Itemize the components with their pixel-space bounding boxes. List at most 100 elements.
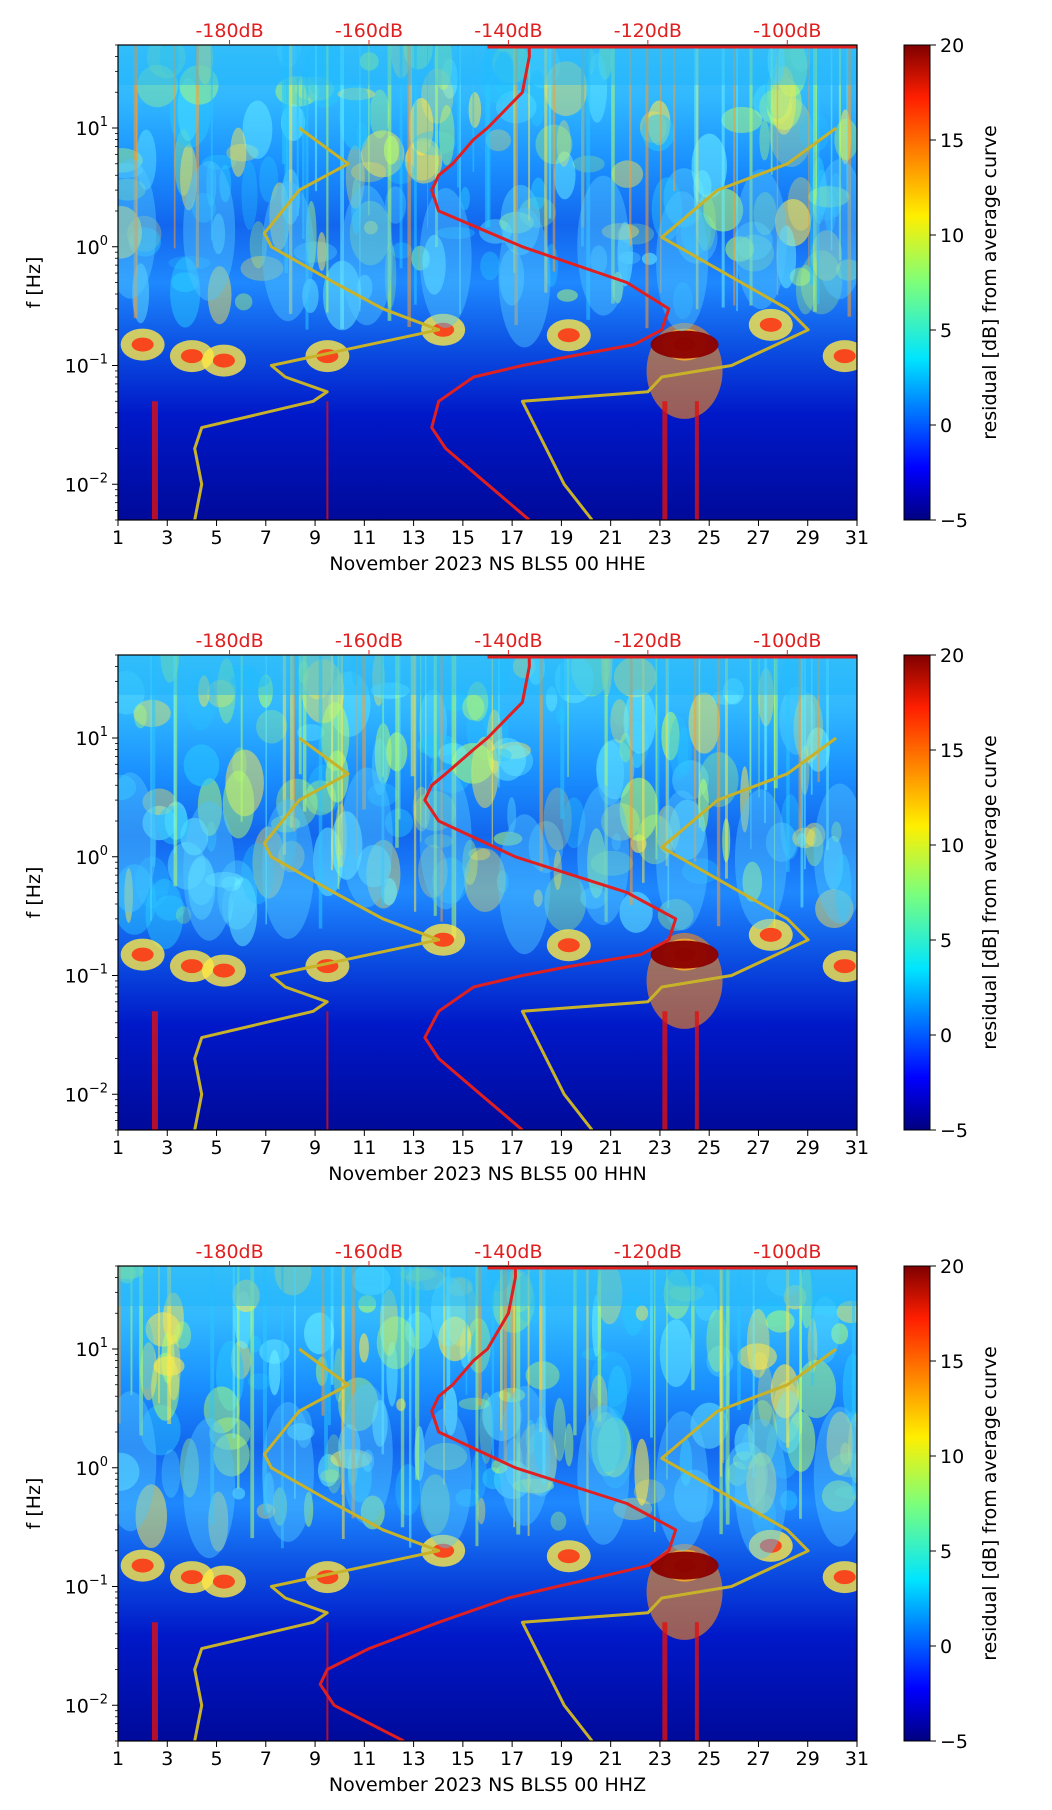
texture-blob xyxy=(725,236,755,262)
vertical-streak xyxy=(314,45,318,192)
plume xyxy=(656,1411,709,1552)
vertical-streak xyxy=(498,655,500,788)
texture-blob xyxy=(766,1266,804,1297)
texture-blob xyxy=(417,734,458,757)
colorbar-tick-label: 20 xyxy=(940,1256,964,1278)
vertical-streak xyxy=(292,655,295,832)
texture-blob xyxy=(234,293,253,311)
x-tick-label: 17 xyxy=(500,527,524,549)
texture-blob xyxy=(369,89,390,139)
x-tick-label: 19 xyxy=(549,1748,573,1770)
texture-blob xyxy=(252,826,286,899)
colorbar-tick-label: 15 xyxy=(940,1351,964,1373)
texture-blob xyxy=(247,1335,262,1353)
texture-blob xyxy=(776,225,797,289)
texture-blob xyxy=(789,267,811,287)
top-db-label: -140dB xyxy=(474,1241,542,1263)
colorbar-label: residual [dB] from average curve xyxy=(979,125,1001,440)
texture-blob xyxy=(618,251,641,265)
texture-blob xyxy=(590,245,608,275)
vertical-streak xyxy=(800,655,804,908)
texture-blob xyxy=(471,1450,488,1499)
texture-blob xyxy=(622,1291,644,1336)
vertical-streak xyxy=(737,1266,741,1411)
plume xyxy=(498,814,551,955)
top-db-label: -160dB xyxy=(335,1241,403,1263)
vertical-streak xyxy=(487,45,491,228)
texture-blob xyxy=(493,51,516,99)
texture-blob xyxy=(499,745,534,777)
texture-blob xyxy=(587,1406,627,1473)
plume xyxy=(340,1384,393,1525)
top-db-label: -120dB xyxy=(614,1241,682,1263)
y-tick-label: 10−1 xyxy=(65,353,108,378)
texture-blob xyxy=(695,194,717,251)
y-tick-label: 101 xyxy=(76,1336,108,1361)
vertical-streak xyxy=(286,45,290,172)
texture-blob xyxy=(232,747,247,783)
x-tick-label: 15 xyxy=(451,1137,475,1159)
vertical-streak xyxy=(414,45,417,305)
vertical-streak xyxy=(139,1266,143,1436)
x-tick-label: 5 xyxy=(210,1748,222,1770)
texture-blob xyxy=(213,1433,250,1477)
y-tick-exponent: −2 xyxy=(89,471,108,486)
vertical-streak xyxy=(282,655,287,855)
vertical-streak xyxy=(341,1266,345,1540)
texture-blob xyxy=(721,106,763,134)
vertical-streak xyxy=(722,1266,725,1464)
texture-blob xyxy=(383,135,399,165)
low-frequency-band xyxy=(326,401,329,520)
texture-blob xyxy=(545,686,558,712)
texture-blob xyxy=(330,1449,373,1469)
x-tick-label: 29 xyxy=(796,527,820,549)
texture-blob xyxy=(742,861,763,902)
storm-core xyxy=(131,947,154,962)
texture-blob xyxy=(550,1511,567,1531)
vertical-streak xyxy=(381,1266,385,1455)
vertical-streak xyxy=(597,1266,602,1422)
vertical-streak xyxy=(667,655,670,909)
texture-blob xyxy=(810,1292,846,1316)
vertical-streak xyxy=(133,45,138,319)
y-tick-label: 10−2 xyxy=(65,1081,108,1106)
x-tick-label: 7 xyxy=(260,527,272,549)
vertical-streak xyxy=(150,655,152,921)
texture-blob xyxy=(338,1377,379,1432)
vertical-streak xyxy=(135,45,138,276)
y-tick-label: 100 xyxy=(76,234,108,259)
vertical-streak xyxy=(425,655,427,828)
vertical-streak xyxy=(838,45,842,261)
storm-core xyxy=(557,938,580,953)
texture-blob xyxy=(480,251,500,281)
vertical-streak xyxy=(503,1266,507,1462)
texture-blob xyxy=(598,45,613,80)
vertical-streak xyxy=(446,1266,451,1387)
x-tick-label: 5 xyxy=(210,1137,222,1159)
vertical-streak xyxy=(673,45,676,191)
vertical-streak xyxy=(296,45,299,216)
vertical-streak xyxy=(786,655,790,872)
texture-blob xyxy=(232,1487,246,1500)
texture-blob xyxy=(317,1454,339,1487)
texture-blob xyxy=(170,257,201,328)
texture-blob xyxy=(803,822,826,847)
texture-blob xyxy=(140,1342,158,1401)
texture-blob xyxy=(180,817,209,856)
vertical-streak xyxy=(758,655,760,798)
y-tick-label: 100 xyxy=(76,844,108,869)
x-tick-label: 7 xyxy=(260,1137,272,1159)
colorbar-tick-label: −5 xyxy=(940,1731,968,1753)
texture-blob xyxy=(259,156,279,203)
texture-blob xyxy=(209,1417,251,1450)
texture-blob xyxy=(249,221,267,269)
texture-blob xyxy=(489,748,512,762)
y-tick-exponent: −1 xyxy=(89,353,108,368)
texture-blob xyxy=(241,160,258,230)
texture-blob xyxy=(527,70,546,127)
texture-blob xyxy=(300,655,335,700)
vertical-streak xyxy=(382,655,384,777)
texture-blob xyxy=(219,164,232,203)
